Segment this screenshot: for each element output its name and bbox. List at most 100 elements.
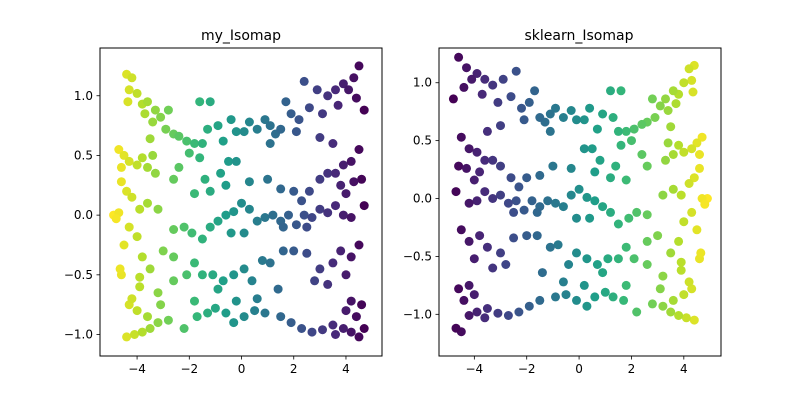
data-point xyxy=(582,254,592,264)
data-point xyxy=(237,198,246,208)
data-point xyxy=(616,86,626,96)
data-point xyxy=(331,330,340,339)
data-point xyxy=(482,304,492,313)
data-point xyxy=(132,88,142,98)
data-point xyxy=(459,295,469,305)
data-point xyxy=(511,66,521,76)
data-point xyxy=(482,126,492,136)
data-point xyxy=(535,170,545,180)
data-point xyxy=(480,74,490,84)
data-point xyxy=(514,307,524,317)
data-point xyxy=(606,173,615,183)
data-point xyxy=(642,260,652,269)
data-point xyxy=(642,210,652,220)
data-point xyxy=(229,207,239,217)
data-point xyxy=(213,121,223,131)
data-point xyxy=(668,295,678,305)
data-point xyxy=(116,162,126,172)
data-point xyxy=(545,126,555,136)
y-tick-label: 0.0 xyxy=(74,208,93,222)
data-point xyxy=(658,271,668,281)
data-point xyxy=(519,115,529,125)
data-point xyxy=(221,180,231,190)
data-point xyxy=(116,177,126,187)
data-point xyxy=(469,290,479,300)
data-point xyxy=(276,124,286,134)
data-point xyxy=(302,222,312,232)
data-point xyxy=(354,145,364,154)
data-point xyxy=(496,161,505,171)
data-point xyxy=(315,264,325,274)
data-point xyxy=(684,277,694,287)
data-point xyxy=(130,330,139,339)
data-point xyxy=(590,292,600,302)
data-point xyxy=(522,173,532,183)
data-point xyxy=(661,155,670,165)
data-point xyxy=(629,124,639,134)
data-point xyxy=(454,161,464,171)
data-point xyxy=(553,240,563,250)
y-tick-label: −0.5 xyxy=(403,249,432,263)
data-point xyxy=(137,252,147,262)
data-point xyxy=(286,318,296,328)
x-tick-label: 0 xyxy=(575,362,583,376)
data-point xyxy=(291,220,301,230)
data-point xyxy=(252,124,262,134)
data-point xyxy=(658,190,668,200)
data-point xyxy=(127,192,137,202)
data-point xyxy=(537,268,547,278)
data-point xyxy=(687,144,697,154)
data-point xyxy=(469,254,479,264)
data-point xyxy=(265,258,275,268)
data-point xyxy=(661,94,670,104)
data-point xyxy=(462,63,471,73)
data-point xyxy=(579,144,589,154)
data-point xyxy=(506,173,516,183)
data-point xyxy=(150,105,160,115)
data-point xyxy=(346,156,356,166)
data-point xyxy=(338,160,348,170)
data-point xyxy=(226,115,236,125)
data-point xyxy=(608,292,618,302)
data-point xyxy=(190,189,199,199)
data-point xyxy=(527,196,537,206)
axes-frame xyxy=(99,47,383,357)
data-point xyxy=(310,276,320,286)
data-point xyxy=(265,121,275,131)
data-point xyxy=(692,138,702,148)
data-point xyxy=(611,161,621,171)
data-point xyxy=(695,163,704,173)
data-point xyxy=(676,257,686,267)
data-point xyxy=(454,52,464,62)
data-point xyxy=(229,270,239,280)
data-point xyxy=(132,160,142,170)
data-point xyxy=(318,325,327,335)
data-point xyxy=(619,295,629,305)
data-point xyxy=(205,97,215,107)
data-point xyxy=(535,113,545,122)
data-point xyxy=(590,196,600,206)
data-point xyxy=(472,307,482,317)
data-point xyxy=(323,279,333,289)
data-point xyxy=(454,284,464,294)
x-tick-label: −2 xyxy=(518,362,536,376)
data-point xyxy=(637,119,647,129)
data-point xyxy=(585,103,595,113)
data-point xyxy=(247,276,257,286)
data-point xyxy=(123,97,133,107)
y-tick-label: 0.5 xyxy=(413,134,432,148)
data-point xyxy=(456,132,466,142)
x-tick-label: −2 xyxy=(180,362,198,376)
y-tick-label: −0.5 xyxy=(64,268,93,282)
data-point xyxy=(464,144,474,154)
plot-sklearn-isomap: sklearn_Isomap −4 −2 0 2 4 −1.0 −0.5 0.0 0.5 1.0 xyxy=(403,28,722,376)
data-point xyxy=(548,161,558,171)
data-point xyxy=(148,117,158,127)
data-point xyxy=(647,299,657,309)
chart-title: sklearn_Isomap xyxy=(525,28,634,44)
scatter-points xyxy=(448,52,712,337)
data-point xyxy=(336,180,346,190)
data-point xyxy=(197,234,207,244)
data-point xyxy=(600,287,610,297)
data-point xyxy=(697,132,707,142)
